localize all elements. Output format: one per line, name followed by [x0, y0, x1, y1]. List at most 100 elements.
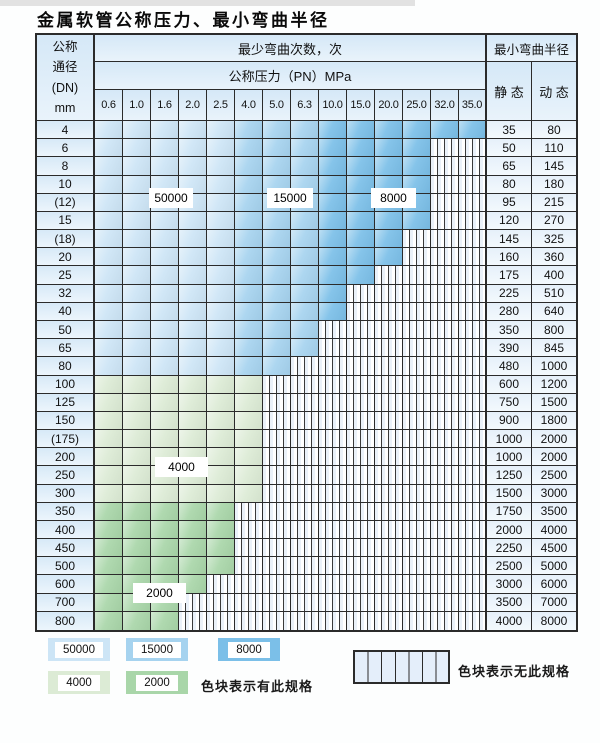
static-radius-cell: 1000 [487, 430, 532, 449]
spec-unavailable-cell [459, 175, 487, 194]
spec-available-cell [95, 357, 123, 376]
spec-unavailable-cell [375, 411, 403, 431]
static-radius-cell: 480 [487, 357, 532, 376]
bend-radius-header: 最小弯曲半径 [487, 35, 576, 62]
spec-available-cell [207, 484, 235, 503]
spec-available-cell [151, 502, 179, 521]
spec-available-cell [235, 393, 263, 412]
cycle-count-label: 50000 [149, 188, 193, 208]
spec-available-cell [123, 611, 151, 630]
spec-available-cell [207, 520, 235, 540]
spec-available-cell [207, 175, 235, 194]
spec-available-cell [207, 393, 235, 412]
dynamic-radius-cell: 7000 [532, 593, 576, 612]
spec-unavailable-cell [375, 320, 403, 340]
dn-cell: 65 [37, 339, 95, 358]
spec-unavailable-cell [403, 484, 431, 503]
dynamic-radius-cell: 5000 [532, 557, 576, 576]
legend-block: 4000 [48, 671, 110, 694]
static-radius-cell: 390 [487, 339, 532, 358]
spec-unavailable-cell [459, 320, 487, 340]
dynamic-radius-cell: 1000 [532, 357, 576, 376]
dynamic-radius-cell: 110 [532, 139, 576, 158]
spec-unavailable-cell [459, 502, 487, 521]
spec-unavailable-cell [459, 248, 487, 267]
spec-available-cell [207, 430, 235, 449]
spec-unavailable-cell [403, 502, 431, 521]
spec-available-cell [151, 157, 179, 176]
spec-available-cell [123, 284, 151, 303]
spec-unavailable-cell [431, 284, 459, 303]
spec-available-cell [235, 357, 263, 376]
spec-unavailable-cell [319, 411, 347, 431]
spec-unavailable-cell [459, 357, 487, 376]
spec-unavailable-cell [431, 320, 459, 340]
dynamic-radius-cell: 4500 [532, 539, 576, 558]
dn-cell: 25 [37, 266, 95, 285]
spec-available-cell [431, 121, 459, 140]
spec-available-cell [179, 248, 207, 267]
dynamic-radius-cell: 1800 [532, 411, 576, 431]
spec-unavailable-cell [375, 339, 403, 358]
spec-unavailable-cell [403, 611, 431, 630]
spec-unavailable-cell [263, 375, 291, 394]
spec-available-cell [95, 320, 123, 340]
spec-unavailable-cell [347, 557, 375, 576]
spec-unavailable-cell [431, 157, 459, 176]
spec-unavailable-cell [459, 375, 487, 394]
spec-unavailable-cell [263, 411, 291, 431]
dn-cell: 40 [37, 302, 95, 321]
spec-available-cell [235, 248, 263, 267]
spec-available-cell [123, 339, 151, 358]
dn-cell: 700 [37, 593, 95, 612]
spec-available-cell [151, 557, 179, 576]
spec-unavailable-cell [459, 157, 487, 176]
spec-unavailable-cell [431, 375, 459, 394]
dynamic-radius-cell: 6000 [532, 575, 576, 594]
spec-available-cell [95, 502, 123, 521]
legend-block-label: 4000 [58, 674, 100, 691]
bend-cycles-header: 最少弯曲次数，次 [95, 35, 487, 62]
spec-available-cell [319, 284, 347, 303]
spec-available-cell [235, 266, 263, 285]
legend-block-label: 8000 [228, 641, 270, 658]
spec-available-cell [263, 284, 291, 303]
pressure-header-cell: 10.0 [319, 90, 347, 121]
spec-unavailable-cell [263, 539, 291, 558]
pressure-header-cell: 2.0 [179, 90, 207, 121]
legend-block: 8000 [218, 638, 280, 661]
spec-available-cell [151, 375, 179, 394]
static-radius-cell: 80 [487, 175, 532, 194]
spec-unavailable-cell [291, 502, 319, 521]
spec-unavailable-cell [263, 430, 291, 449]
static-radius-cell: 350 [487, 320, 532, 340]
spec-unavailable-cell [263, 448, 291, 467]
spec-available-cell [347, 193, 375, 212]
spec-available-cell [179, 339, 207, 358]
static-radius-cell: 600 [487, 375, 532, 394]
spec-unavailable-cell [375, 266, 403, 285]
dn-cell: 600 [37, 575, 95, 594]
spec-available-cell [263, 157, 291, 176]
spec-available-cell [207, 157, 235, 176]
spec-unavailable-cell [403, 375, 431, 394]
spec-unavailable-cell [431, 593, 459, 612]
spec-unavailable-cell [431, 339, 459, 358]
spec-available-cell [263, 211, 291, 231]
dn-cell: 80 [37, 357, 95, 376]
spec-available-cell [151, 211, 179, 231]
static-radius-cell: 1000 [487, 448, 532, 467]
static-radius-cell: 4000 [487, 611, 532, 630]
spec-unavailable-cell [347, 320, 375, 340]
spec-unavailable-cell [459, 611, 487, 630]
spec-available-cell [123, 230, 151, 249]
spec-available-cell [123, 157, 151, 176]
spec-unavailable-cell [291, 520, 319, 540]
dynamic-radius-cell: 1200 [532, 375, 576, 394]
spec-available-cell [179, 121, 207, 140]
pressure-header-cell: 4.0 [235, 90, 263, 121]
dn-cell: (12) [37, 193, 95, 212]
spec-available-cell [95, 339, 123, 358]
spec-unavailable-cell [403, 411, 431, 431]
static-radius-cell: 2250 [487, 539, 532, 558]
